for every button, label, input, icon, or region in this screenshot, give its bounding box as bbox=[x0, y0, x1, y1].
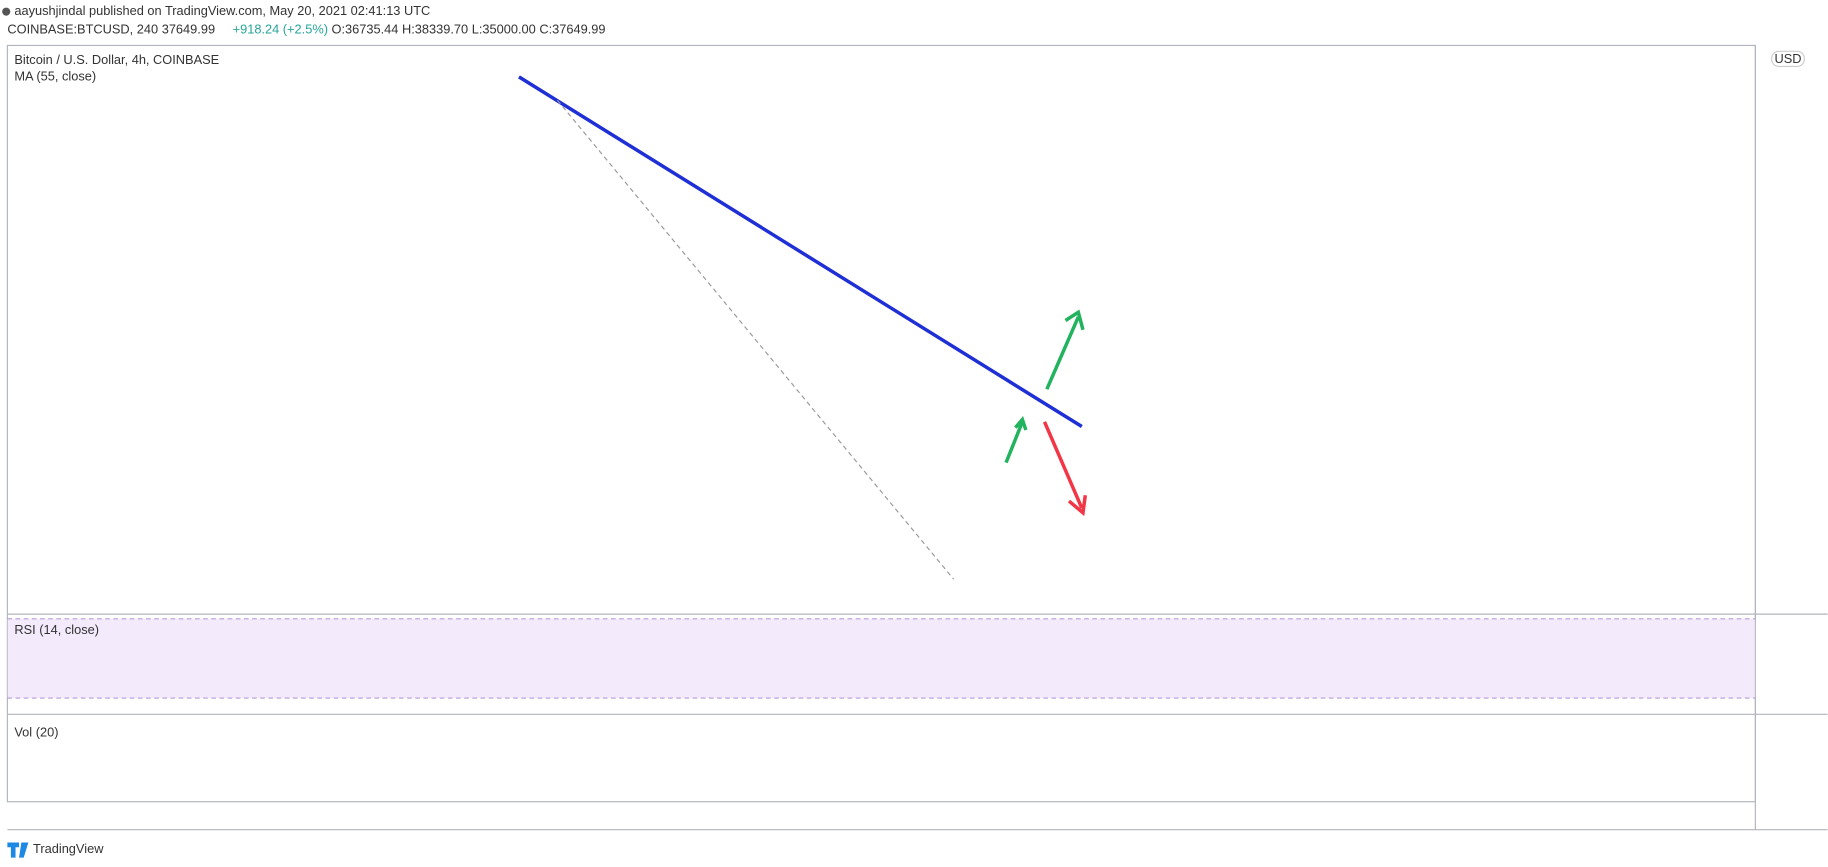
arrow-up bbox=[1004, 416, 1028, 464]
rsi-legend: RSI (14, close) bbox=[14, 622, 99, 637]
author-icon bbox=[2, 7, 11, 16]
arrow-up bbox=[1045, 309, 1085, 390]
low: L:35000.00 bbox=[472, 22, 536, 37]
high: H:38339.70 bbox=[402, 22, 468, 37]
brand: TradingView bbox=[33, 841, 104, 856]
symbol: COINBASE:BTCUSD, 240 bbox=[7, 22, 158, 37]
close: C:37649.99 bbox=[539, 22, 605, 37]
chart-title: Bitcoin / U.S. Dollar, 4h, COINBASE bbox=[14, 52, 219, 67]
change: +918.24 (+2.5%) bbox=[233, 22, 328, 37]
unit-box bbox=[1771, 50, 1805, 68]
axis-unit: USD bbox=[1774, 51, 1801, 66]
volume-legend: Vol (20) bbox=[14, 724, 58, 739]
ma-legend: MA (55, close) bbox=[14, 68, 96, 83]
fib-diagonal bbox=[556, 99, 955, 580]
open: O:36735.44 bbox=[332, 22, 399, 37]
brand-logo bbox=[7, 842, 29, 858]
last-price: 37649.99 bbox=[162, 22, 215, 37]
arrow-down bbox=[1042, 421, 1088, 517]
author-line: aayushjindal published on TradingView.co… bbox=[14, 3, 430, 18]
trend-line bbox=[518, 75, 1083, 428]
symbol-line: COINBASE:BTCUSD, 240 37649.99 +918.24 (+… bbox=[7, 22, 605, 37]
rsi-band bbox=[7, 618, 1756, 699]
